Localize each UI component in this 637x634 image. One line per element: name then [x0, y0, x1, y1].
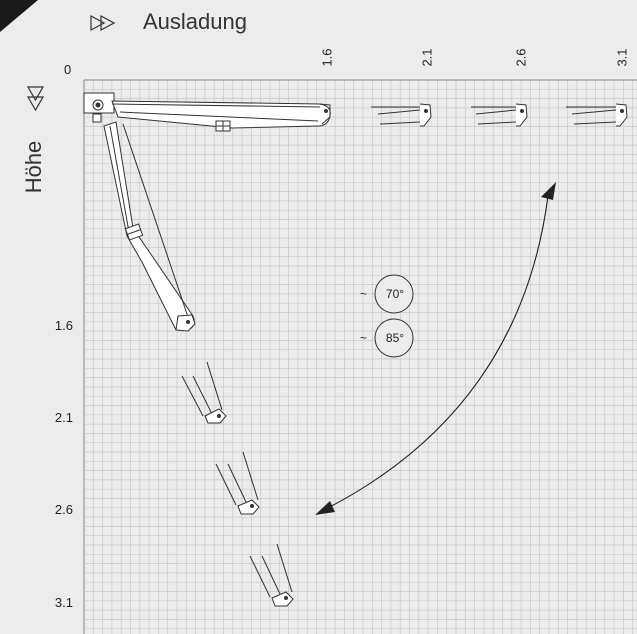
- y-tick-2-6: 2.6: [54, 502, 73, 517]
- profile-tilted-2-6: [215, 451, 260, 515]
- y-tick-2-1: 2.1: [54, 410, 73, 425]
- x-tick-2-6: 2.6: [513, 48, 529, 67]
- corner-mark: [0, 0, 38, 32]
- awning-arm-tilted: [103, 121, 196, 332]
- angle-85-marker: [374, 318, 414, 358]
- x-tick-3-1: 3.1: [614, 48, 630, 67]
- angle-70-label: 70°: [385, 287, 405, 301]
- profile-tilted-2-1: [181, 361, 227, 424]
- approx-sign-85: ~: [360, 331, 368, 345]
- y-axis-title: Höhe: [21, 140, 46, 194]
- x-tick-1-6: 1.6: [319, 48, 335, 67]
- tilt-range-arrow: [315, 182, 556, 515]
- profile-top-3-1: [566, 103, 628, 127]
- awning-arm-horizontal: [83, 92, 331, 132]
- profile-top-2-6: [471, 103, 528, 127]
- x-axis-title: Ausladung: [143, 9, 247, 34]
- x-tick-2-1: 2.1: [419, 48, 435, 67]
- profile-tilted-3-1: [249, 543, 294, 607]
- y-axis-title-wrap: Höhe: [14, 137, 54, 197]
- y-tick-3-1: 3.1: [54, 595, 73, 610]
- y-tick-1-6: 1.6: [54, 318, 73, 333]
- origin-label: 0: [64, 62, 72, 77]
- grid: [83, 79, 637, 634]
- approx-sign-70: ~: [360, 287, 368, 301]
- angle-70-marker: [374, 274, 414, 314]
- angle-85-label: 85°: [385, 331, 405, 345]
- double-right-arrow-icon: [90, 14, 116, 32]
- profile-top-2-1: [371, 103, 432, 127]
- double-down-arrow-icon: [26, 86, 45, 112]
